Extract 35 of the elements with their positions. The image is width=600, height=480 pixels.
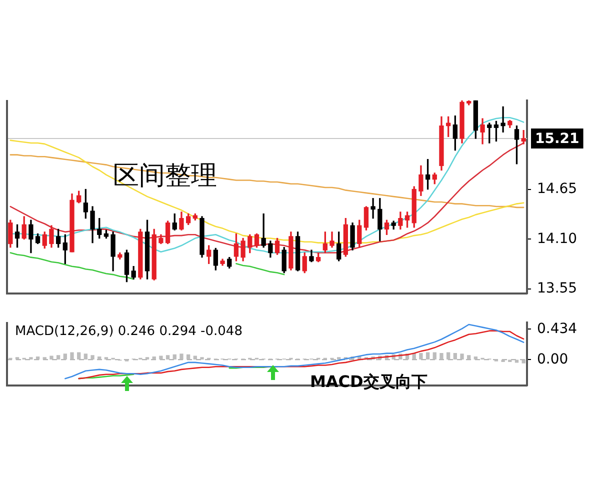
bar xyxy=(90,355,94,360)
bar xyxy=(50,356,54,360)
bar xyxy=(180,354,184,360)
y-tick-label: 13.55 xyxy=(537,280,578,297)
bar xyxy=(84,354,88,360)
bar xyxy=(467,355,471,360)
bar xyxy=(426,352,430,360)
bar xyxy=(460,354,464,360)
bar xyxy=(522,360,526,364)
bar xyxy=(70,352,74,360)
bar xyxy=(432,352,436,360)
bar xyxy=(440,352,444,360)
y-tick-label: 0.434 xyxy=(537,320,578,337)
bar xyxy=(159,356,163,360)
bar xyxy=(36,356,40,360)
bar xyxy=(166,355,170,360)
ref-line-label: 15.21 xyxy=(535,131,580,148)
bar xyxy=(446,352,450,360)
bar xyxy=(56,355,60,360)
bar xyxy=(63,354,67,360)
y-tick-label: 14.10 xyxy=(537,230,578,247)
bar xyxy=(172,354,176,360)
bar xyxy=(501,360,505,362)
bar xyxy=(193,356,197,360)
y-tick-label: 14.65 xyxy=(537,180,578,197)
bar xyxy=(98,356,102,360)
bar xyxy=(453,352,457,360)
y-tick-label: 0.00 xyxy=(537,351,568,368)
bar xyxy=(152,356,156,360)
bar xyxy=(77,352,81,360)
bar xyxy=(474,356,478,360)
bar xyxy=(186,354,190,360)
bar xyxy=(514,360,519,363)
chart-title: MACD(12,26,9) 0.246 0.294 -0.048 xyxy=(15,324,242,340)
bar xyxy=(419,352,423,360)
